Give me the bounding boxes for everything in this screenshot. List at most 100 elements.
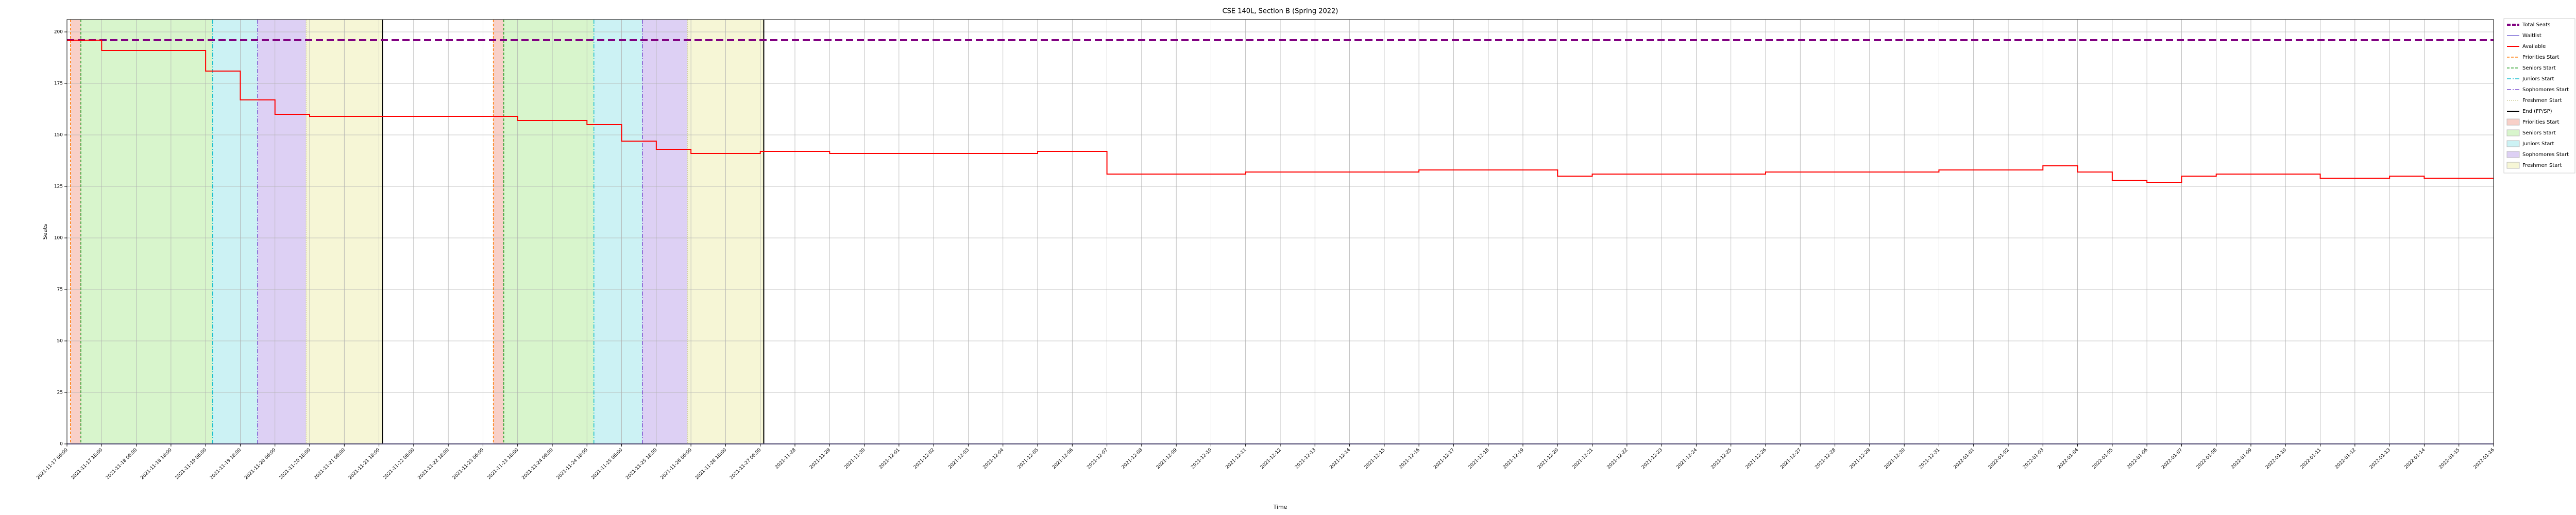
- x-tick-label: 2021-11-21 18:00: [348, 448, 381, 481]
- x-tick-label: 2021-11-22 18:00: [417, 448, 451, 481]
- legend-label: Freshmen Start: [2522, 98, 2562, 104]
- x-tick-label: 2021-12-02: [913, 448, 936, 470]
- x-tick-label: 2021-12-27: [1780, 448, 1802, 470]
- x-tick-label: 2021-12-16: [1398, 448, 1421, 470]
- y-tick-label: 150: [54, 133, 63, 138]
- y-tick-label: 0: [60, 442, 63, 447]
- x-tick-label: 2021-12-31: [1918, 448, 1941, 470]
- x-tick-label: 2021-11-30: [843, 448, 866, 470]
- x-tick-label: 2021-12-11: [1225, 448, 1248, 470]
- legend-swatch: [2506, 162, 2520, 169]
- x-tick-label: 2022-01-03: [2022, 448, 2045, 470]
- x-tick-label: 2021-12-07: [1086, 448, 1109, 470]
- x-tick-label: 2021-11-23 18:00: [486, 448, 520, 481]
- x-tick-label: 2021-11-29: [809, 448, 832, 470]
- x-tick-label: 2021-12-06: [1052, 448, 1074, 470]
- phase-span: [258, 20, 307, 444]
- x-tick-label: 2022-01-01: [1953, 448, 1976, 470]
- x-tick-label: 2022-01-08: [2196, 448, 2218, 470]
- x-tick-label: 2022-01-07: [2161, 448, 2183, 470]
- x-tick-label: 2021-11-19 18:00: [209, 448, 243, 481]
- legend-label: Priorities Start: [2522, 119, 2560, 125]
- x-tick-label: 2021-11-25 06:00: [590, 448, 624, 481]
- y-tick-label: 200: [54, 30, 63, 35]
- legend-swatch: [2506, 140, 2520, 147]
- x-tick-label: 2021-12-26: [1745, 448, 1768, 470]
- legend-label: Waitlist: [2522, 33, 2541, 39]
- x-tick-label: 2022-01-14: [2403, 448, 2426, 470]
- x-tick-label: 2021-11-25 18:00: [625, 448, 658, 481]
- phase-span: [493, 20, 504, 444]
- x-tick-label: 2021-11-18 18:00: [140, 448, 173, 481]
- legend-swatch: [2506, 151, 2520, 158]
- x-tick-label: 2022-01-16: [2473, 448, 2496, 470]
- x-tick-label: 2021-12-18: [1468, 448, 1490, 470]
- chart-title: CSE 140L, Section B (Spring 2022): [1223, 8, 1338, 15]
- phase-span: [212, 20, 258, 444]
- x-tick-label: 2021-11-20 06:00: [244, 448, 277, 481]
- legend-label: Seniors Start: [2522, 130, 2556, 136]
- x-tick-label: 2021-11-21 06:00: [313, 448, 347, 481]
- x-tick-label: 2021-12-17: [1433, 448, 1455, 470]
- x-tick-label: 2021-12-20: [1537, 448, 1560, 470]
- y-tick-label: 25: [57, 390, 63, 396]
- x-tick-label: 2021-12-29: [1849, 448, 1872, 470]
- y-tick-label: 175: [54, 81, 63, 87]
- x-tick-label: 2022-01-12: [2334, 448, 2357, 470]
- x-axis-label: Time: [1273, 504, 1287, 510]
- x-tick-label: 2021-11-26 06:00: [660, 448, 693, 481]
- x-tick-label: 2022-01-09: [2230, 448, 2253, 470]
- x-tick-label: 2021-12-09: [1156, 448, 1178, 470]
- x-tick-label: 2021-11-17 18:00: [71, 448, 104, 481]
- x-tick-label: 2022-01-13: [2369, 448, 2392, 470]
- x-tick-label: 2021-11-24 18:00: [556, 448, 589, 481]
- x-tick-label: 2021-11-19 06:00: [175, 448, 208, 481]
- legend-swatch: [2506, 118, 2520, 126]
- x-tick-label: 2021-12-01: [878, 448, 901, 470]
- x-tick-label: 2021-11-23 06:00: [452, 448, 485, 481]
- x-tick-label: 2021-12-21: [1571, 448, 1594, 470]
- x-tick-label: 2021-12-22: [1606, 448, 1629, 470]
- legend-label: Seniors Start: [2522, 65, 2556, 71]
- x-tick-label: 2021-11-24 06:00: [521, 448, 554, 481]
- x-tick-label: 2021-12-05: [1017, 448, 1040, 470]
- phase-span: [594, 20, 642, 444]
- y-tick-label: 75: [57, 287, 63, 293]
- x-tick-label: 2021-12-08: [1121, 448, 1144, 470]
- legend-label: Sophomores Start: [2522, 152, 2569, 158]
- legend-label: End (FP/SP): [2522, 109, 2552, 114]
- x-tick-label: 2021-12-30: [1884, 448, 1906, 470]
- x-tick-label: 2021-12-24: [1675, 448, 1698, 470]
- x-tick-label: 2022-01-04: [2057, 448, 2079, 470]
- legend-label: Juniors Start: [2522, 141, 2554, 147]
- x-tick-label: 2021-12-10: [1190, 448, 1213, 470]
- y-axis-label: Seats: [42, 224, 48, 239]
- x-tick-label: 2021-12-19: [1502, 448, 1525, 470]
- x-tick-label: 2022-01-05: [2092, 448, 2114, 470]
- y-tick-label: 100: [54, 236, 63, 241]
- x-tick-label: 2021-11-26 18:00: [694, 448, 728, 481]
- x-tick-label: 2021-12-25: [1710, 448, 1733, 470]
- phase-span: [642, 20, 688, 444]
- x-tick-label: 2021-12-03: [947, 448, 970, 470]
- x-tick-label: 2021-11-22 06:00: [382, 448, 416, 481]
- legend-label: Priorities Start: [2522, 55, 2560, 60]
- x-tick-label: 2021-11-18 06:00: [105, 448, 139, 481]
- line-series: [67, 40, 2494, 183]
- x-tick-label: 2021-12-23: [1641, 448, 1664, 470]
- x-tick-label: 2022-01-02: [1988, 448, 2010, 470]
- x-tick-label: 2021-11-20 18:00: [278, 448, 312, 481]
- legend-box: [2503, 18, 2575, 174]
- x-tick-label: 2021-11-28: [774, 448, 797, 470]
- x-tick-label: 2021-12-12: [1260, 448, 1282, 470]
- x-tick-label: 2022-01-06: [2126, 448, 2149, 470]
- x-tick-label: 2021-11-17 06:00: [36, 448, 69, 481]
- x-tick-label: 2022-01-15: [2438, 448, 2461, 470]
- x-tick-label: 2022-01-10: [2265, 448, 2287, 470]
- x-tick-label: 2021-12-13: [1294, 448, 1317, 470]
- phase-span: [70, 20, 81, 444]
- legend-label: Available: [2522, 44, 2546, 49]
- phase-span: [503, 20, 594, 444]
- x-tick-label: 2021-12-14: [1329, 448, 1351, 470]
